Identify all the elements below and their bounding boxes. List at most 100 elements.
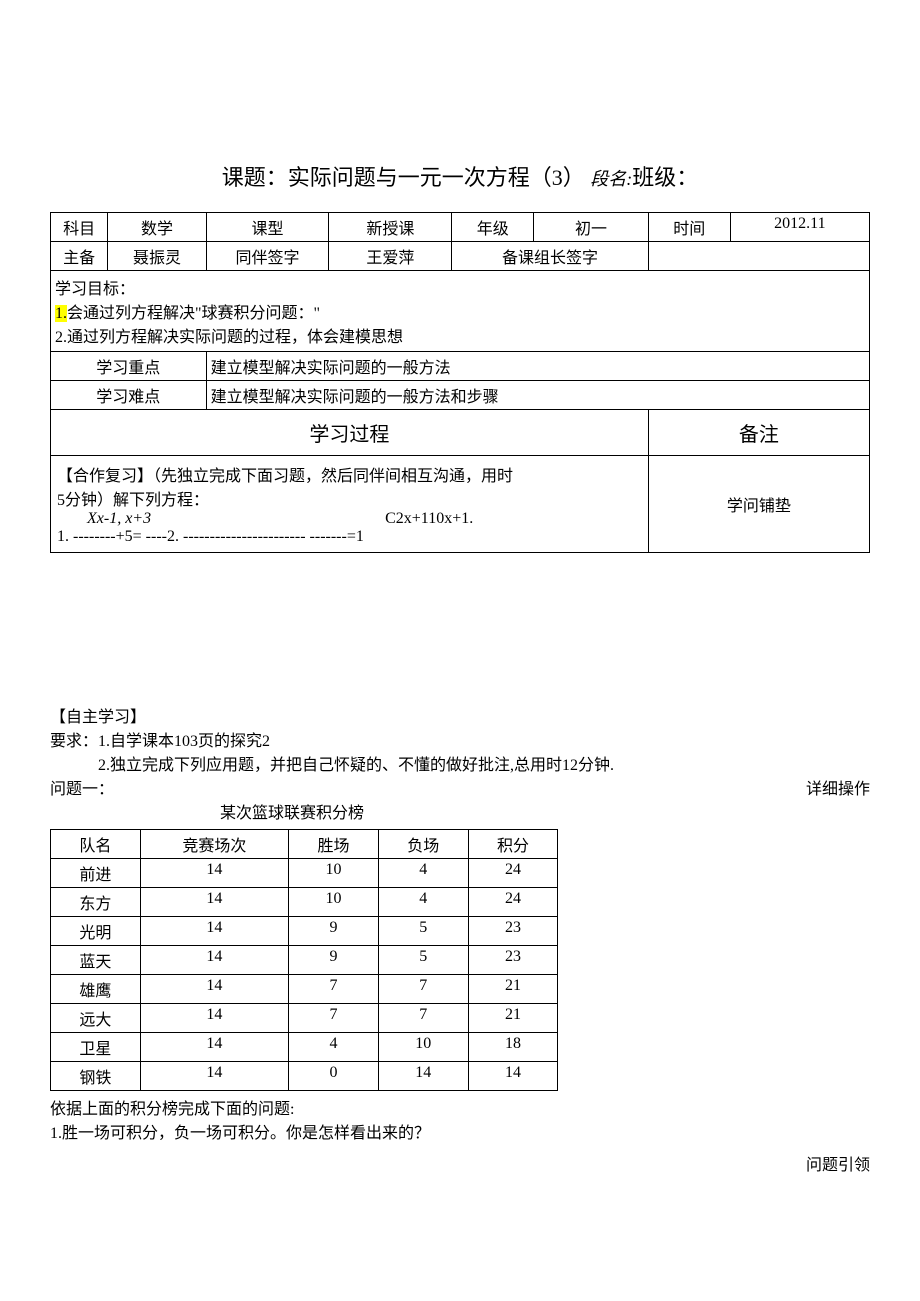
table-row: 光明149523 xyxy=(51,917,558,946)
title-main: 课题：实际问题与一元一次方程（3） xyxy=(222,165,585,190)
page-title: 课题：实际问题与一元一次方程（3） 段名:班级： xyxy=(50,160,870,192)
question-one-line: 问题一： 详细操作 xyxy=(50,775,870,799)
notes-header: 备注 xyxy=(648,410,869,456)
title-sub: 班级： xyxy=(632,165,698,190)
cell: 14 xyxy=(140,1004,288,1033)
focus-row-1: 学习重点 建立模型解决实际问题的一般方法 xyxy=(51,352,870,381)
meta-cell: 王爱萍 xyxy=(329,242,452,271)
meta-cell: 年级 xyxy=(452,213,534,242)
after-side: 问题引领 xyxy=(50,1151,870,1175)
cell: 14 xyxy=(140,888,288,917)
table-row: 远大147721 xyxy=(51,1004,558,1033)
cell: 7 xyxy=(289,975,379,1004)
goal-1-prefix: 1. xyxy=(55,305,67,322)
cell: 18 xyxy=(468,1033,558,1062)
meta-row-2: 主备 聂振灵 同伴签字 王爱萍 备课组长签字 xyxy=(51,242,870,271)
meta-table: 科目 数学 课型 新授课 年级 初一 时间 2012.11 主备 聂振灵 同伴签… xyxy=(50,212,870,553)
review-content: 【合作复习】（先独立完成下面习题，然后同伴间相互沟通，用时 5分钟）解下列方程：… xyxy=(51,456,649,553)
score-table-title: 某次篮球联赛积分榜 xyxy=(50,799,870,823)
meta-cell: 数学 xyxy=(108,213,206,242)
meta-cell: 新授课 xyxy=(329,213,452,242)
table-row: 蓝天149523 xyxy=(51,946,558,975)
cell: 东方 xyxy=(51,888,141,917)
review-line3: Xx-1, x+3 C2x+110x+1. xyxy=(57,510,642,528)
review-row: 【合作复习】（先独立完成下面习题，然后同伴间相互沟通，用时 5分钟）解下列方程：… xyxy=(51,456,870,553)
after-section: 依据上面的积分榜完成下面的问题: 1.胜一场可积分，负一场可积分。你是怎样看出来… xyxy=(50,1095,870,1175)
process-header: 学习过程 xyxy=(51,410,649,456)
meta-cell xyxy=(648,242,869,271)
after-line1: 依据上面的积分榜完成下面的问题: xyxy=(50,1095,870,1119)
question-one-label: 问题一： xyxy=(50,781,114,798)
meta-cell: 课型 xyxy=(206,213,329,242)
cell: 4 xyxy=(378,859,468,888)
cell: 4 xyxy=(378,888,468,917)
title-sub-italic: 段名: xyxy=(590,169,632,189)
goal-2: 2.通过列方程解决实际问题的过程，体会建模思想 xyxy=(55,323,865,347)
cell: 7 xyxy=(289,1004,379,1033)
cell: 24 xyxy=(468,888,558,917)
self-study-req1: 要求：1.自学课本103页的探究2 xyxy=(50,727,870,751)
meta-cell: 同伴签字 xyxy=(206,242,329,271)
cell: 14 xyxy=(140,1033,288,1062)
meta-cell: 时间 xyxy=(648,213,730,242)
cell: 9 xyxy=(289,917,379,946)
cell: 14 xyxy=(140,946,288,975)
review-eq-right: C2x+110x+1. xyxy=(155,510,473,527)
cell: 14 xyxy=(140,1062,288,1091)
self-study-section: 【自主学习】 要求：1.自学课本103页的探究2 2.独立完成下列应用题，并把自… xyxy=(50,703,870,1175)
table-row: 东方1410424 xyxy=(51,888,558,917)
cell: 10 xyxy=(289,888,379,917)
cell: 前进 xyxy=(51,859,141,888)
table-row: 钢铁1401414 xyxy=(51,1062,558,1091)
focus-value: 建立模型解决实际问题的一般方法 xyxy=(206,352,869,381)
cell: 10 xyxy=(289,859,379,888)
detail-operation: 详细操作 xyxy=(806,775,870,799)
cell: 4 xyxy=(289,1033,379,1062)
cell: 14 xyxy=(140,859,288,888)
after-line2: 1.胜一场可积分，负一场可积分。你是怎样看出来的？ xyxy=(50,1119,870,1143)
table-row: 前进1410424 xyxy=(51,859,558,888)
goal-1-text: 会通过列方程解决"球赛积分问题：" xyxy=(67,305,320,322)
goal-1: 1.会通过列方程解决"球赛积分问题：" xyxy=(55,299,865,323)
cell: 5 xyxy=(378,946,468,975)
focus-label: 学习难点 xyxy=(51,381,207,410)
focus-value: 建立模型解决实际问题的一般方法和步骤 xyxy=(206,381,869,410)
cell: 7 xyxy=(378,975,468,1004)
meta-cell: 科目 xyxy=(51,213,108,242)
score-header: 负场 xyxy=(378,830,468,859)
cell: 21 xyxy=(468,975,558,1004)
table-row: 卫星1441018 xyxy=(51,1033,558,1062)
cell: 雄鹰 xyxy=(51,975,141,1004)
cell: 14 xyxy=(140,975,288,1004)
cell: 10 xyxy=(378,1033,468,1062)
cell: 光明 xyxy=(51,917,141,946)
review-eq-left: Xx-1, x+3 xyxy=(57,510,151,527)
cell: 23 xyxy=(468,917,558,946)
cell: 14 xyxy=(468,1062,558,1091)
review-line2: 5分钟）解下列方程： xyxy=(57,486,642,510)
cell: 24 xyxy=(468,859,558,888)
cell: 21 xyxy=(468,1004,558,1033)
score-header: 积分 xyxy=(468,830,558,859)
goals-header: 学习目标： xyxy=(55,275,865,299)
cell: 9 xyxy=(289,946,379,975)
meta-row-1: 科目 数学 课型 新授课 年级 初一 时间 2012.11 xyxy=(51,213,870,242)
goals-row: 学习目标： 1.会通过列方程解决"球赛积分问题：" 2.通过列方程解决实际问题的… xyxy=(51,271,870,352)
score-header: 队名 xyxy=(51,830,141,859)
focus-label: 学习重点 xyxy=(51,352,207,381)
cell: 14 xyxy=(140,917,288,946)
cell: 7 xyxy=(378,1004,468,1033)
cell: 5 xyxy=(378,917,468,946)
cell: 0 xyxy=(289,1062,379,1091)
score-table: 队名 竞赛场次 胜场 负场 积分 前进1410424 东方1410424 光明1… xyxy=(50,829,558,1091)
score-header: 竞赛场次 xyxy=(140,830,288,859)
review-line4: 1. --------+5= ----2. ------------------… xyxy=(57,528,642,546)
focus-row-2: 学习难点 建立模型解决实际问题的一般方法和步骤 xyxy=(51,381,870,410)
score-header: 胜场 xyxy=(289,830,379,859)
cell: 卫星 xyxy=(51,1033,141,1062)
cell: 23 xyxy=(468,946,558,975)
meta-cell: 2012.11 xyxy=(730,213,869,242)
meta-cell: 主备 xyxy=(51,242,108,271)
review-line1: 【合作复习】（先独立完成下面习题，然后同伴间相互沟通，用时 xyxy=(57,462,642,486)
meta-cell: 聂振灵 xyxy=(108,242,206,271)
